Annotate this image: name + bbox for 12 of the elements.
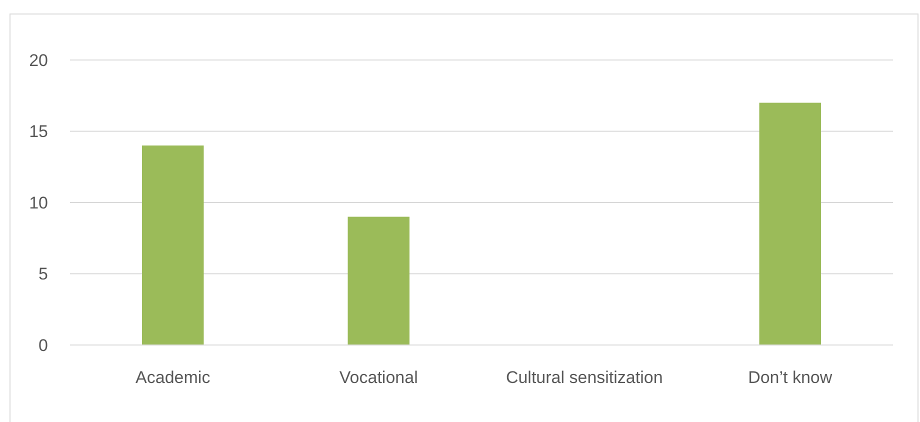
- x-tick-label: Cultural sensitization: [506, 368, 663, 387]
- y-tick-label: 20: [29, 50, 48, 70]
- x-tick-label: Academic: [136, 368, 211, 387]
- y-tick-label: 10: [29, 193, 48, 212]
- y-tick-label: 15: [29, 122, 48, 142]
- x-tick-label: Don’t know: [748, 368, 833, 387]
- x-tick-label: Vocational: [339, 368, 418, 387]
- bar: [348, 216, 410, 345]
- y-tick-label: 5: [38, 264, 48, 284]
- bar: [759, 102, 821, 345]
- y-tick-label: 0: [38, 336, 48, 355]
- bar: [142, 146, 204, 345]
